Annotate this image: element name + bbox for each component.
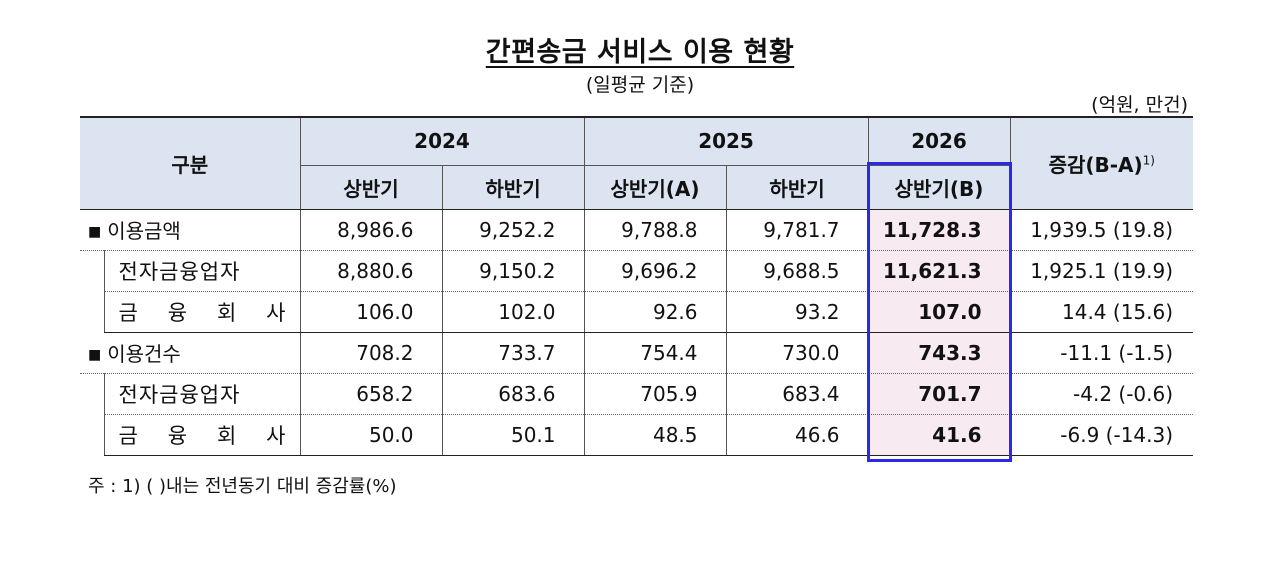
label-char: 융 bbox=[167, 423, 188, 448]
row-label-text: 이용금액 bbox=[107, 219, 181, 243]
table-cell: 9,150.2 bbox=[441, 250, 585, 292]
bullet-icon: ■ bbox=[88, 224, 102, 240]
label-char: 회 bbox=[216, 300, 237, 325]
header-category: 구분 bbox=[80, 116, 300, 210]
row-label-spaced: 금 융 회 사 bbox=[105, 420, 300, 450]
label-char: 사 bbox=[266, 300, 286, 325]
table-row: ■ 이용건수 708.2 733.7 754.4 730.0 743.3 -11.… bbox=[80, 332, 1194, 374]
change-cell: -4.2 (-0.6) bbox=[1009, 373, 1194, 415]
table-cell-highlight: 11,621.3 bbox=[867, 250, 1011, 292]
table-cell: 705.9 bbox=[583, 373, 727, 415]
table-cell-highlight: 743.3 bbox=[867, 332, 1011, 374]
table-cell: 9,688.5 bbox=[725, 250, 869, 292]
row-label: 금 융 회 사 bbox=[103, 291, 300, 333]
table-cell: 93.2 bbox=[725, 291, 869, 333]
table-row: ■ 이용금액 8,986.6 9,252.2 9,788.8 9,781.7 11… bbox=[80, 209, 1194, 251]
table-cell: 9,252.2 bbox=[441, 209, 585, 251]
table-cell: 50.0 bbox=[299, 414, 442, 456]
table-cell: 50.1 bbox=[441, 414, 585, 456]
change-cell: -11.1 (-1.5) bbox=[1009, 332, 1194, 374]
header-change-label: 증감(B-A) bbox=[1048, 152, 1143, 177]
table-cell: 106.0 bbox=[299, 291, 442, 333]
row-label: ■ 이용금액 bbox=[80, 209, 300, 251]
table-cell: 733.7 bbox=[441, 332, 585, 374]
table-cell-highlight: 41.6 bbox=[867, 414, 1011, 456]
header-2026-h1: 상반기(B) bbox=[867, 164, 1011, 210]
header-year-2026: 2026 bbox=[867, 116, 1011, 165]
table-row: 금 융 회 사 106.0 102.0 92.6 93.2 107.0 14.4… bbox=[80, 291, 1194, 333]
header-change: 증감(B-A)1) bbox=[1009, 116, 1194, 210]
indent-gap bbox=[80, 373, 104, 414]
table-cell: 9,781.7 bbox=[725, 209, 869, 251]
table-cell: 708.2 bbox=[299, 332, 442, 374]
label-char: 금 bbox=[118, 300, 138, 325]
indent-gap bbox=[80, 291, 104, 332]
table-cell: 102.0 bbox=[441, 291, 585, 333]
row-label-spaced: 금 융 회 사 bbox=[105, 297, 300, 327]
table-cell: 92.6 bbox=[583, 291, 727, 333]
table-cell-highlight: 107.0 bbox=[867, 291, 1011, 333]
change-cell: 1,925.1 (19.9) bbox=[1009, 250, 1194, 292]
change-cell: 1,939.5 (19.8) bbox=[1009, 209, 1194, 251]
table-cell: 8,986.6 bbox=[299, 209, 442, 251]
table-cell: 9,696.2 bbox=[583, 250, 727, 292]
page-subtitle: (일평균 기준) bbox=[585, 74, 695, 96]
indent-gap bbox=[80, 250, 104, 291]
table-cell: 8,880.6 bbox=[299, 250, 442, 292]
indent-gap bbox=[80, 414, 104, 455]
bullet-icon: ■ bbox=[88, 347, 102, 363]
label-char: 융 bbox=[167, 300, 188, 325]
table-cell: 48.5 bbox=[583, 414, 727, 456]
footnote: 주 : 1) ( )내는 전년동기 대비 증감률(%) bbox=[88, 476, 397, 497]
page-title: 간편송금 서비스 이용 현황 bbox=[485, 37, 795, 68]
label-char: 금 bbox=[118, 423, 138, 448]
header-2024-h1: 상반기 bbox=[299, 164, 442, 210]
change-cell: 14.4 (15.6) bbox=[1009, 291, 1194, 333]
header-change-footnote: 1) bbox=[1142, 153, 1155, 168]
change-cell: -6.9 (-14.3) bbox=[1009, 414, 1194, 456]
table-cell: 683.4 bbox=[725, 373, 869, 415]
label-char: 사 bbox=[266, 423, 286, 448]
row-label: 전자금융업자 bbox=[103, 250, 300, 292]
table-row: 금 융 회 사 50.0 50.1 48.5 46.6 41.6 -6.9 (-… bbox=[80, 414, 1194, 456]
row-label-text: 전자금융업자 bbox=[118, 259, 241, 284]
table-cell: 9,788.8 bbox=[583, 209, 727, 251]
remittance-table: 구분 2024 2025 2026 증감(B-A)1) 상반기 하반기 상반기(… bbox=[80, 116, 1194, 456]
table-cell-highlight: 701.7 bbox=[867, 373, 1011, 415]
row-label: ■ 이용건수 bbox=[80, 332, 300, 374]
table-cell: 46.6 bbox=[725, 414, 869, 456]
header-2025-h2: 하반기 bbox=[725, 164, 869, 210]
header-year-2025: 2025 bbox=[583, 116, 869, 165]
table-cell: 658.2 bbox=[299, 373, 442, 415]
header-year-2024: 2024 bbox=[299, 116, 585, 165]
table-row: 전자금융업자 658.2 683.6 705.9 683.4 701.7 -4.… bbox=[80, 373, 1194, 415]
table-cell: 683.6 bbox=[441, 373, 585, 415]
row-label-text: 이용건수 bbox=[107, 342, 181, 366]
table-cell: 730.0 bbox=[725, 332, 869, 374]
header-2025-h1: 상반기(A) bbox=[583, 164, 727, 210]
table-row: 전자금융업자 8,880.6 9,150.2 9,696.2 9,688.5 1… bbox=[80, 250, 1194, 292]
unit-label: (억원, 만건) bbox=[1091, 94, 1188, 116]
row-label: 전자금융업자 bbox=[103, 373, 300, 415]
row-label-text: 전자금융업자 bbox=[118, 382, 241, 407]
label-char: 회 bbox=[216, 423, 237, 448]
table-cell-highlight: 11,728.3 bbox=[867, 209, 1011, 251]
table-cell: 754.4 bbox=[583, 332, 727, 374]
row-label: 금 융 회 사 bbox=[103, 414, 300, 456]
header-2024-h2: 하반기 bbox=[441, 164, 585, 210]
